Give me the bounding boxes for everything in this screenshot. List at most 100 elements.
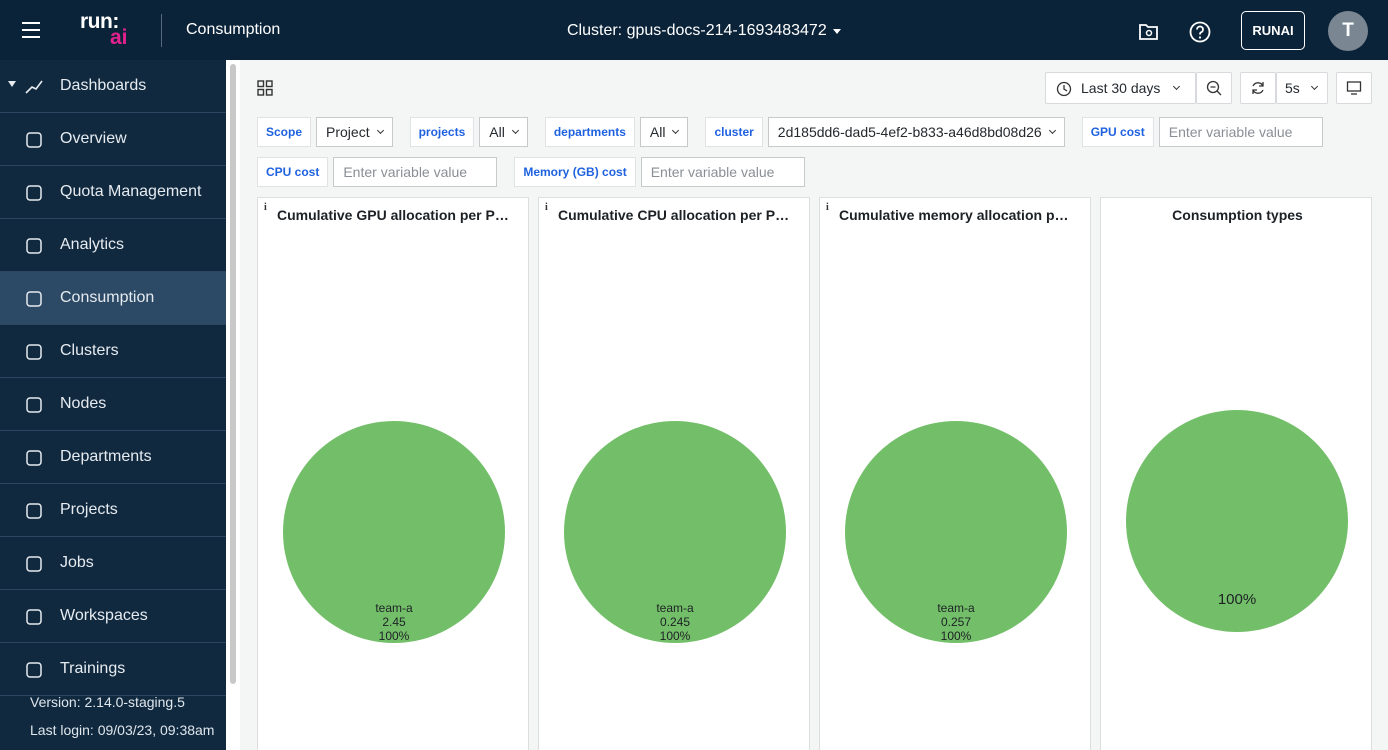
nav-label: Workspaces <box>60 607 148 624</box>
slice-category: team-a <box>375 601 413 615</box>
time-range[interactable]: Last 30 days <box>1045 72 1196 104</box>
chevron <box>1173 82 1181 91</box>
folder-icon[interactable] <box>1138 21 1160 41</box>
nav-label: Clusters <box>60 342 119 359</box>
nav-item[interactable]: Workspaces <box>0 590 226 643</box>
view-mode[interactable] <box>1336 72 1372 104</box>
cluster-selector[interactable]: Cluster: gpus-docs-214-1693483472 <box>567 22 841 40</box>
nav-section[interactable]: Dashboards <box>0 60 226 113</box>
slice-value: 0.257 <box>941 615 971 629</box>
nav-label: Overview <box>60 130 127 147</box>
variable-label: Scope <box>257 117 312 147</box>
icon-shape <box>26 450 42 466</box>
nav-icon <box>26 344 42 360</box>
chart-panel: team-a 0.257 100% i Cumulative memory alloca… <box>819 197 1091 750</box>
nav-icon <box>26 609 42 625</box>
logo-bottom: ai <box>110 26 128 49</box>
info-icon: i <box>264 202 267 213</box>
slice-value: 0.245 <box>660 615 690 629</box>
cluster-name: Cluster: gpus-docs-214-1693483472 <box>567 22 827 39</box>
nav-label: Dashboards <box>60 77 147 94</box>
nav-item[interactable]: Analytics <box>0 219 226 272</box>
nav-item[interactable]: Quota Management <box>0 166 226 219</box>
variable-dropdown[interactable]: All <box>479 117 528 147</box>
chart-panel: team-a 0.245 100% i Cumulative CPU allocatio… <box>538 197 810 750</box>
icon-shape <box>26 397 42 413</box>
variable-label: CPU cost <box>257 157 329 187</box>
chevron <box>672 126 680 135</box>
page-title: Consumption <box>186 21 281 38</box>
variable-value: All <box>489 124 505 140</box>
nav-item[interactable]: Departments <box>0 431 226 484</box>
refresh-interval-label: 5s <box>1285 80 1300 96</box>
nav-item[interactable]: Consumption <box>0 272 226 325</box>
chevron <box>1048 126 1056 135</box>
refresh[interactable] <box>1240 72 1276 104</box>
variable-value: 2d185dd6-dad5-4ef2-b833-a46d8bd08d26 <box>777 124 1042 140</box>
scroll-thumb[interactable] <box>230 64 236 684</box>
variable-dropdown[interactable]: All <box>639 117 689 147</box>
nav-label: Jobs <box>60 554 94 571</box>
zoom-out[interactable] <box>1196 72 1232 104</box>
nav-label: Trainings <box>60 660 126 677</box>
info-icon: i <box>545 202 548 213</box>
avatar[interactable]: T <box>1328 11 1368 51</box>
nav-label: Projects <box>60 501 118 518</box>
slice-percent: 100% <box>379 629 410 643</box>
slice-percent: 100% <box>941 629 972 643</box>
variable-dropdown[interactable]: Project <box>316 117 393 147</box>
icon-shape <box>26 609 42 625</box>
variables: Scope Project projects All departments All clu… <box>257 117 1337 187</box>
pie-slice <box>283 421 505 643</box>
nav-icon <box>26 450 42 466</box>
icon-shape <box>26 185 42 201</box>
variable-label: departments <box>544 117 635 147</box>
nav-item[interactable]: Clusters <box>0 325 226 378</box>
icon-shape <box>26 556 42 572</box>
nav-label: Quota Management <box>60 183 202 200</box>
monitor-icon <box>1346 81 1362 95</box>
icon-shape <box>26 238 42 254</box>
menu-icon[interactable] <box>22 22 40 38</box>
chart-title: Consumption types <box>1172 207 1303 223</box>
user-button[interactable]: RUNAI <box>1241 11 1305 50</box>
caret <box>8 81 16 91</box>
nav-item[interactable]: Jobs <box>0 537 226 590</box>
icon-shape <box>26 662 42 678</box>
nav-item[interactable]: Nodes <box>0 378 226 431</box>
variable-input[interactable]: Enter variable value <box>333 157 498 187</box>
chart-title: Cumulative GPU allocation per Proj... <box>277 207 512 223</box>
icon-shape <box>26 132 42 148</box>
nav-icon <box>26 132 42 148</box>
variable-dropdown[interactable]: 2d185dd6-dad5-4ef2-b833-a46d8bd08d26 <box>767 117 1065 147</box>
nav-label: Analytics <box>60 236 125 253</box>
pie-slice <box>845 421 1067 643</box>
zoom-icon <box>1206 80 1222 96</box>
nav-icon <box>25 80 43 94</box>
version: Version: 2.14.0-staging.5 <box>30 694 185 710</box>
variable-input[interactable]: Enter variable value <box>640 157 805 187</box>
nav-item[interactable]: Trainings <box>0 643 226 696</box>
logo-top: run: <box>80 10 119 33</box>
nav-item[interactable]: Overview <box>0 113 226 166</box>
top-bar: run: ai Consumption Cluster: gpus-docs-2… <box>0 0 1388 60</box>
grid-icon[interactable] <box>257 80 273 96</box>
help-icon[interactable] <box>1189 21 1211 43</box>
variable-value: All <box>649 124 666 140</box>
sidebar: Dashboards Overview Quota Management Analy… <box>0 60 226 750</box>
nav-item[interactable]: Projects <box>0 484 226 537</box>
nav-label: Consumption <box>60 289 155 306</box>
chevron <box>511 126 519 135</box>
chart-title: Cumulative CPU allocation per Proj... <box>558 207 793 223</box>
clock-icon <box>1056 81 1072 97</box>
refresh-interval[interactable]: 5s <box>1276 72 1328 104</box>
variable-input[interactable]: Enter variable value <box>1158 117 1323 147</box>
nav-icon <box>26 556 42 572</box>
pie-chart: 100% <box>1126 410 1348 632</box>
nav-icon <box>26 503 42 519</box>
icon-shape <box>26 503 42 519</box>
